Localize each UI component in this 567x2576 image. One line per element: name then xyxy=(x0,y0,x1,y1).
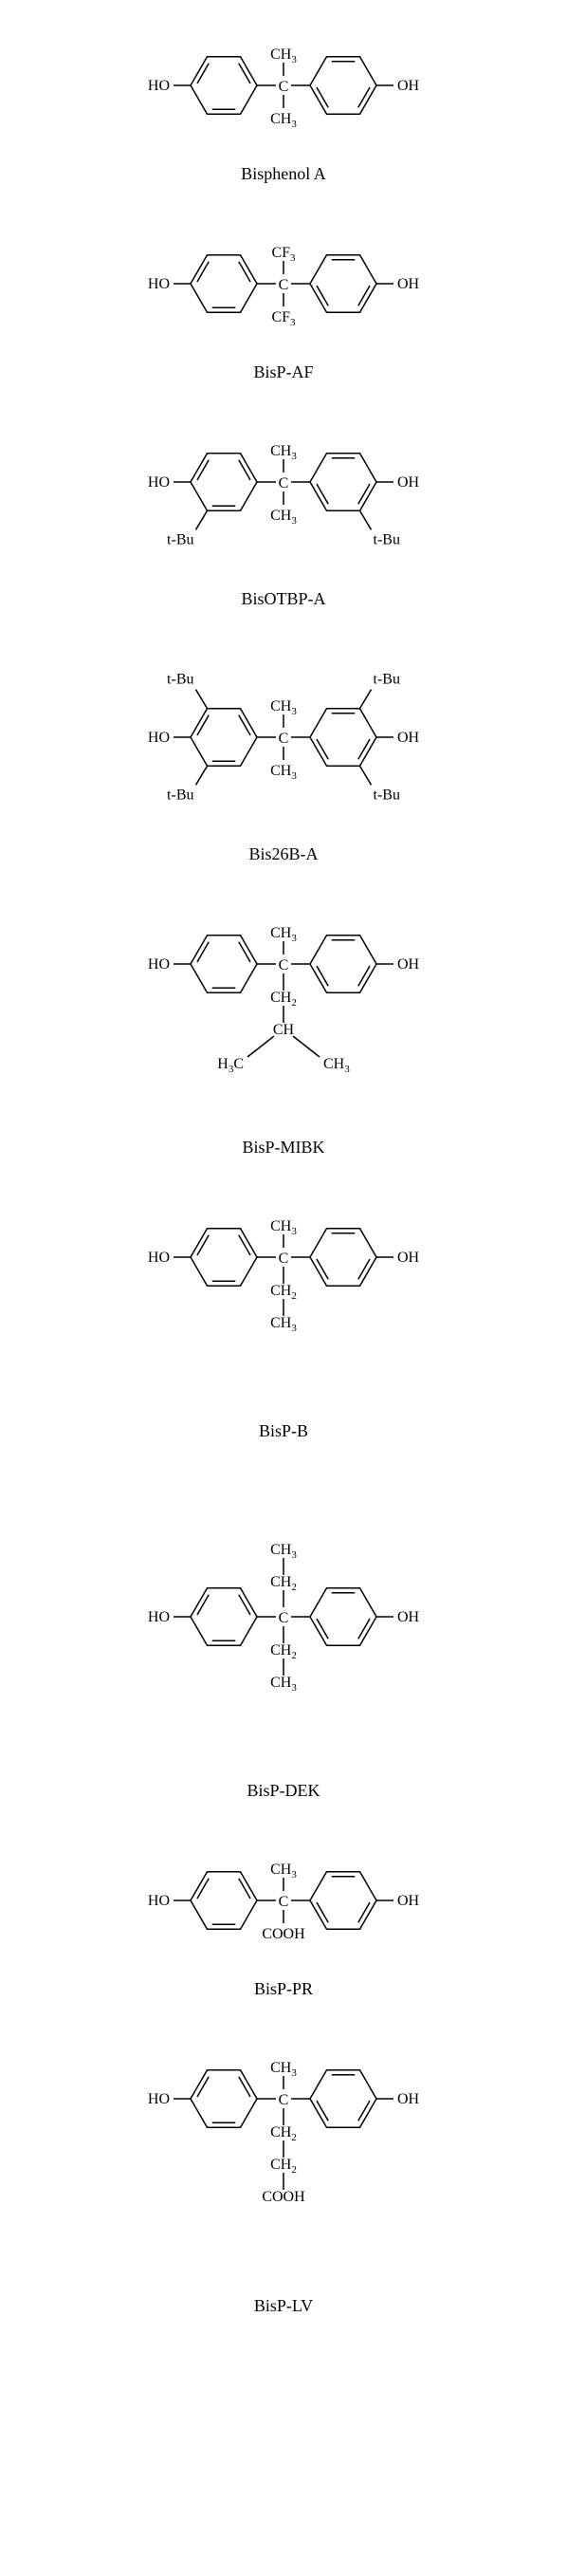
svg-text:C: C xyxy=(279,1894,289,1910)
chemical-structure: CCH3CH2CH3HOOH xyxy=(84,1191,483,1414)
structure-block: CCH3CH2CHH3CCH3HOOHBisP-MIBK xyxy=(84,898,483,1158)
svg-text:CH3: CH3 xyxy=(270,508,297,527)
svg-text:C: C xyxy=(279,957,289,973)
chemical-structure: CCH3CH2CH2COOHHOOH xyxy=(84,2032,483,2289)
structure-caption: BisP-MIBK xyxy=(242,1138,324,1158)
svg-text:COOH: COOH xyxy=(262,2189,305,2205)
svg-text:HO: HO xyxy=(148,956,170,973)
svg-text:t-Bu: t-Bu xyxy=(374,787,400,803)
svg-text:H3C: H3C xyxy=(217,1056,244,1075)
svg-text:HO: HO xyxy=(148,78,170,94)
chemical-structure: CCH2CH3CH2CH3HOOH xyxy=(84,1474,483,1773)
structure-caption: BisOTBP-A xyxy=(241,589,325,609)
svg-text:HO: HO xyxy=(148,2091,170,2107)
structure-block: CCF3CF3HOOHBisP-AF xyxy=(84,217,483,382)
svg-text:CH3: CH3 xyxy=(270,1675,297,1694)
chemical-structure: CCF3CF3HOOH xyxy=(84,217,483,355)
chemical-structure: CCH3COOHHOOH xyxy=(84,1834,483,1972)
chemical-structure: CCH3CH3HOOHt-But-But-But-Bu xyxy=(84,642,483,837)
svg-text:OH: OH xyxy=(397,1893,420,1909)
chemical-structure: CCH3CH3HOOHt-But-Bu xyxy=(84,416,483,582)
svg-text:OH: OH xyxy=(397,1250,420,1266)
svg-text:t-Bu: t-Bu xyxy=(374,531,400,547)
svg-text:CH3: CH3 xyxy=(270,763,297,782)
svg-text:OH: OH xyxy=(397,474,420,491)
chemical-structure: CCH3CH3HOOH xyxy=(84,19,483,157)
structure-block: CCH3CH2CH2COOHHOOHBisP-LV xyxy=(84,2032,483,2316)
svg-text:C: C xyxy=(279,731,289,747)
svg-text:OH: OH xyxy=(397,1609,420,1625)
structure-block: CCH3CH2CH3HOOHBisP-B xyxy=(84,1191,483,1441)
svg-text:C: C xyxy=(279,2092,289,2108)
svg-text:C: C xyxy=(279,1251,289,1267)
svg-text:HO: HO xyxy=(148,1250,170,1266)
svg-text:CF3: CF3 xyxy=(271,309,296,328)
svg-text:CH3: CH3 xyxy=(270,111,297,130)
structure-caption: BisP-AF xyxy=(253,362,313,382)
svg-text:t-Bu: t-Bu xyxy=(167,672,193,688)
chemical-structure: CCH3CH2CHH3CCH3HOOH xyxy=(84,898,483,1130)
svg-text:HO: HO xyxy=(148,276,170,292)
svg-text:OH: OH xyxy=(397,956,420,973)
svg-text:OH: OH xyxy=(397,2091,420,2107)
structure-block: CCH3CH3HOOHt-But-But-But-BuBis26B-A xyxy=(84,642,483,864)
structure-block: CCH3CH3HOOHBisphenol A xyxy=(84,19,483,184)
svg-text:C: C xyxy=(279,79,289,95)
svg-text:t-Bu: t-Bu xyxy=(374,672,400,688)
svg-text:COOH: COOH xyxy=(262,1926,305,1942)
svg-text:HO: HO xyxy=(148,1893,170,1909)
structures-container: CCH3CH3HOOHBisphenol ACCF3CF3HOOHBisP-AF… xyxy=(0,0,567,2368)
structure-block: CCH3COOHHOOHBisP-PR xyxy=(84,1834,483,1999)
svg-text:t-Bu: t-Bu xyxy=(167,531,193,547)
structure-caption: BisP-DEK xyxy=(247,1781,320,1801)
svg-text:C: C xyxy=(279,277,289,293)
svg-text:HO: HO xyxy=(148,730,170,746)
svg-text:HO: HO xyxy=(148,1609,170,1625)
svg-text:C: C xyxy=(279,1610,289,1626)
structure-block: CCH3CH3HOOHt-But-BuBisOTBP-A xyxy=(84,416,483,609)
structure-caption: Bisphenol A xyxy=(241,164,326,184)
structure-caption: BisP-B xyxy=(259,1421,308,1441)
structure-caption: Bis26B-A xyxy=(248,844,318,864)
structure-block: CCH2CH3CH2CH3HOOHBisP-DEK xyxy=(84,1474,483,1801)
svg-text:CH3: CH3 xyxy=(270,1315,297,1334)
svg-text:OH: OH xyxy=(397,276,420,292)
structure-caption: BisP-LV xyxy=(254,2296,313,2316)
svg-text:C: C xyxy=(279,475,289,491)
svg-text:t-Bu: t-Bu xyxy=(167,787,193,803)
svg-text:OH: OH xyxy=(397,730,420,746)
structure-caption: BisP-PR xyxy=(254,1979,313,1999)
svg-text:CH3: CH3 xyxy=(323,1056,350,1075)
svg-text:CH: CH xyxy=(273,1022,295,1038)
svg-text:HO: HO xyxy=(148,474,170,491)
svg-text:OH: OH xyxy=(397,78,420,94)
